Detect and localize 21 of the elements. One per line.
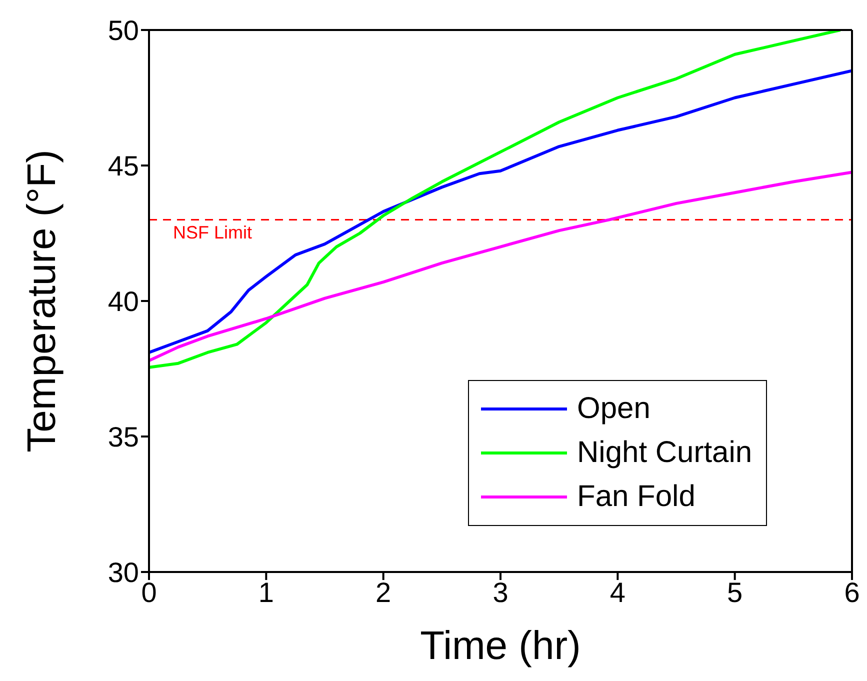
x-tick-label: 4 [610,576,626,608]
x-tick-label: 1 [258,576,274,608]
x-tick-label: 2 [376,576,392,608]
y-axis-title: Temperature (°F) [20,150,64,452]
y-tick-label: 30 [108,556,139,588]
line-series [149,30,842,369]
x-tick-label: 6 [844,576,860,608]
x-axis-title: Time (hr) [420,624,581,668]
x-tick-label: 0 [141,576,157,608]
x-tick-label: 3 [492,576,508,608]
y-tick-label: 45 [108,150,139,182]
legend-label: Night Curtain [577,435,752,471]
legend-label: Fan Fold [577,479,696,515]
y-tick-label: 40 [108,286,139,317]
x-tick-label: 5 [727,576,743,608]
line-series [149,170,852,362]
legend-label: Open [577,391,650,427]
ref-line-label: NSF Limit [173,222,252,242]
y-tick-label: 50 [108,14,139,46]
line-series [149,69,852,354]
y-tick-label: 35 [108,421,139,452]
